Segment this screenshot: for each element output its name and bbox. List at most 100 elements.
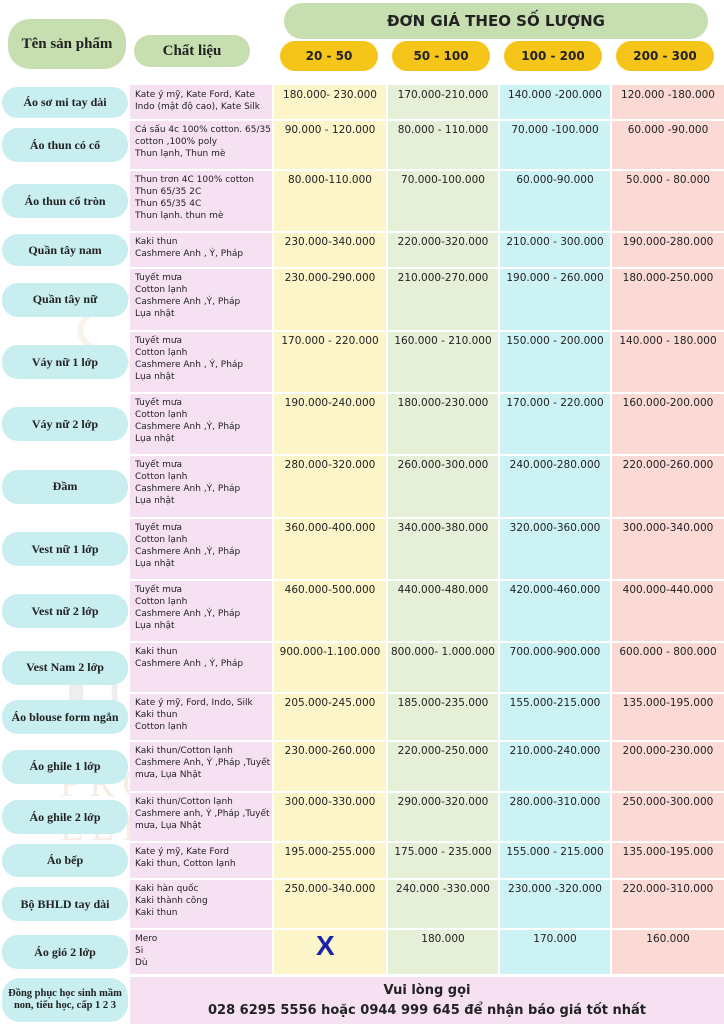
quantity-20-50: 20 - 50: [280, 41, 378, 71]
material-item: Kaki thun/Cotton lạnh: [135, 797, 233, 807]
material-item: Cotton lạnh: [135, 472, 188, 482]
header-product-name: Tên sản phẩm: [8, 19, 126, 69]
row-divider: [130, 641, 724, 643]
material-column: [130, 85, 272, 975]
price-cell: 700.000-900.000: [509, 646, 601, 658]
price-cell: 420.000-460.000: [509, 584, 601, 596]
material-item: Thun trơn 4C 100% cotton: [135, 175, 254, 185]
price-cell: 135.000-195.000: [622, 697, 714, 709]
material-item: Cashmere Anh , Ý, Pháp: [135, 659, 244, 669]
material-item: Lụa nhật: [135, 372, 175, 382]
price-cell: 600.000 - 800.000: [619, 646, 717, 658]
material-item: Cashmere anh, Ý ,Pháp ,Tuyết mưa, Lụa Nh…: [135, 809, 270, 831]
material-list: Kaki thun Cashmere Anh , Ý, Pháp: [135, 236, 271, 260]
product-name: Đầm: [2, 469, 128, 504]
material-item: Lụa nhật: [135, 309, 175, 319]
material-list: Kaki hàn quốc Kaki thành công Kaki thun: [135, 883, 271, 919]
material-item: Cotton lạnh: [135, 285, 188, 295]
material-item: Dù: [135, 958, 148, 968]
product-name: Vest nữ 2 lớp: [2, 594, 128, 628]
material-item: Cá sấu 4c 100% cotton. 65/35 cotton ,100…: [135, 125, 271, 147]
product-name: Quần tây nam: [2, 234, 128, 266]
row-divider: [130, 267, 724, 269]
price-cell: 230.000 -320.000: [508, 883, 602, 895]
row-divider: [130, 231, 724, 233]
column-divider: [498, 85, 500, 975]
header-material: Chất liệu: [134, 35, 250, 67]
contact-line-1: Vui lòng gọi: [383, 982, 471, 998]
price-cell: 160.000-200.000: [622, 397, 714, 409]
material-item: Kate ý mỹ, Kate Ford: [135, 847, 229, 857]
material-item: Kaki thun: [135, 647, 178, 657]
row-divider: [130, 169, 724, 171]
price-cell: 250.000-300.000: [622, 796, 714, 808]
material-item: Cashmere Anh ,Ý, Pháp: [135, 422, 241, 432]
price-cell: 400.000-440.000: [622, 584, 714, 596]
product-name: Bộ BHLD tay dài: [2, 887, 128, 921]
price-column-200-300: [612, 85, 724, 975]
material-item: Cotton lạnh: [135, 410, 188, 420]
product-name: Vest nữ 1 lớp: [2, 532, 128, 566]
price-column-50-100: [388, 85, 498, 975]
quantity-50-100: 50 - 100: [392, 41, 490, 71]
product-name: Áo ghile 2 lớp: [2, 800, 128, 834]
product-name: Áo bếp: [2, 844, 128, 877]
material-list: Tuyết mưa Cotton lạnh Cashmere Anh , Ý, Ph…: [135, 335, 271, 383]
material-item: Kaki hàn quốc: [135, 884, 199, 894]
material-item: Kaki thành công: [135, 896, 208, 906]
price-cell: 140.000 -200.000: [508, 89, 602, 101]
price-cell: 220.000-260.000: [622, 459, 714, 471]
price-cell: 800.000- 1.000.000: [391, 646, 495, 658]
material-item: Cotton lạnh: [135, 722, 188, 732]
material-list: Kate ý mỹ, Kate Ford Kaki thun, Cotton lạ…: [135, 846, 271, 870]
material-item: Cashmere Anh ,Ý, Pháp: [135, 609, 241, 619]
price-cell: 190.000 - 260.000: [506, 272, 604, 284]
material-item: Thun 65/35 4C: [135, 199, 202, 209]
price-cell: 160.000: [646, 933, 690, 945]
price-cell: 280.000-310.000: [509, 796, 601, 808]
price-cell: 210.000-270.000: [397, 272, 489, 284]
price-cell: 180.000-250.000: [622, 272, 714, 284]
material-item: Kaki thun/Cotton lạnh: [135, 746, 233, 756]
price-cell: 60.000-90.000: [516, 174, 594, 186]
price-cell: 135.000-195.000: [622, 846, 714, 858]
price-cell: 220.000-320.000: [397, 236, 489, 248]
price-cell: 120.000 -180.000: [621, 89, 715, 101]
product-name: Vest Nam 2 lớp: [2, 650, 128, 685]
material-list: Kaki thun/Cotton lạnh Cashmere Anh, Ý ,Ph…: [135, 745, 271, 781]
price-cell: 170.000: [533, 933, 577, 945]
material-item: Cashmere Anh , Ý, Pháp: [135, 249, 244, 259]
material-item: Tuyết mưa: [135, 273, 183, 283]
row-divider: [130, 692, 724, 694]
material-item: Lụa nhật: [135, 496, 175, 506]
price-cell: 250.000-340.000: [284, 883, 376, 895]
row-divider: [130, 791, 724, 793]
price-cell: 170.000-210.000: [397, 89, 489, 101]
material-list: Kaki thun/Cotton lạnh Cashmere anh, Ý ,Ph…: [135, 796, 271, 832]
column-divider: [610, 85, 612, 975]
material-list: Thun trơn 4C 100% cotton Thun 65/35 2C Thu…: [135, 174, 271, 222]
row-divider: [130, 119, 724, 121]
material-item: Cotton lạnh: [135, 348, 188, 358]
price-cell: 300.000-340.000: [622, 522, 714, 534]
row-divider: [130, 740, 724, 742]
quantity-200-300: 200 - 300: [616, 41, 714, 71]
price-cell: 155.000-215.000: [509, 697, 601, 709]
material-item: Cashmere Anh, Ý ,Pháp ,Tuyết mưa, Lụa Nh…: [135, 758, 271, 780]
price-cell: 210.000 - 300.000: [506, 236, 604, 248]
material-item: Si: [135, 946, 144, 956]
price-cell: 180.000-230.000: [397, 397, 489, 409]
material-item: Thun lạnh. thun mè: [135, 211, 224, 221]
material-list: Tuyết mưa Cotton lạnh Cashmere Anh ,Ý, Phá…: [135, 459, 271, 507]
price-cell: 300.000-330.000: [284, 796, 376, 808]
material-item: Tuyết mưa: [135, 460, 183, 470]
row-divider: [130, 517, 724, 519]
price-cell: 205.000-245.000: [284, 697, 376, 709]
price-cell: 180.000- 230.000: [283, 89, 377, 101]
price-cell: 190.000-280.000: [622, 236, 714, 248]
product-name: Áo thun cổ tròn: [2, 184, 128, 218]
material-item: Tuyết mưa: [135, 336, 183, 346]
price-cell: 150.000 - 200.000: [506, 335, 604, 347]
quantity-100-200: 100 - 200: [504, 41, 602, 71]
product-name: Váy nữ 2 lớp: [2, 407, 128, 441]
